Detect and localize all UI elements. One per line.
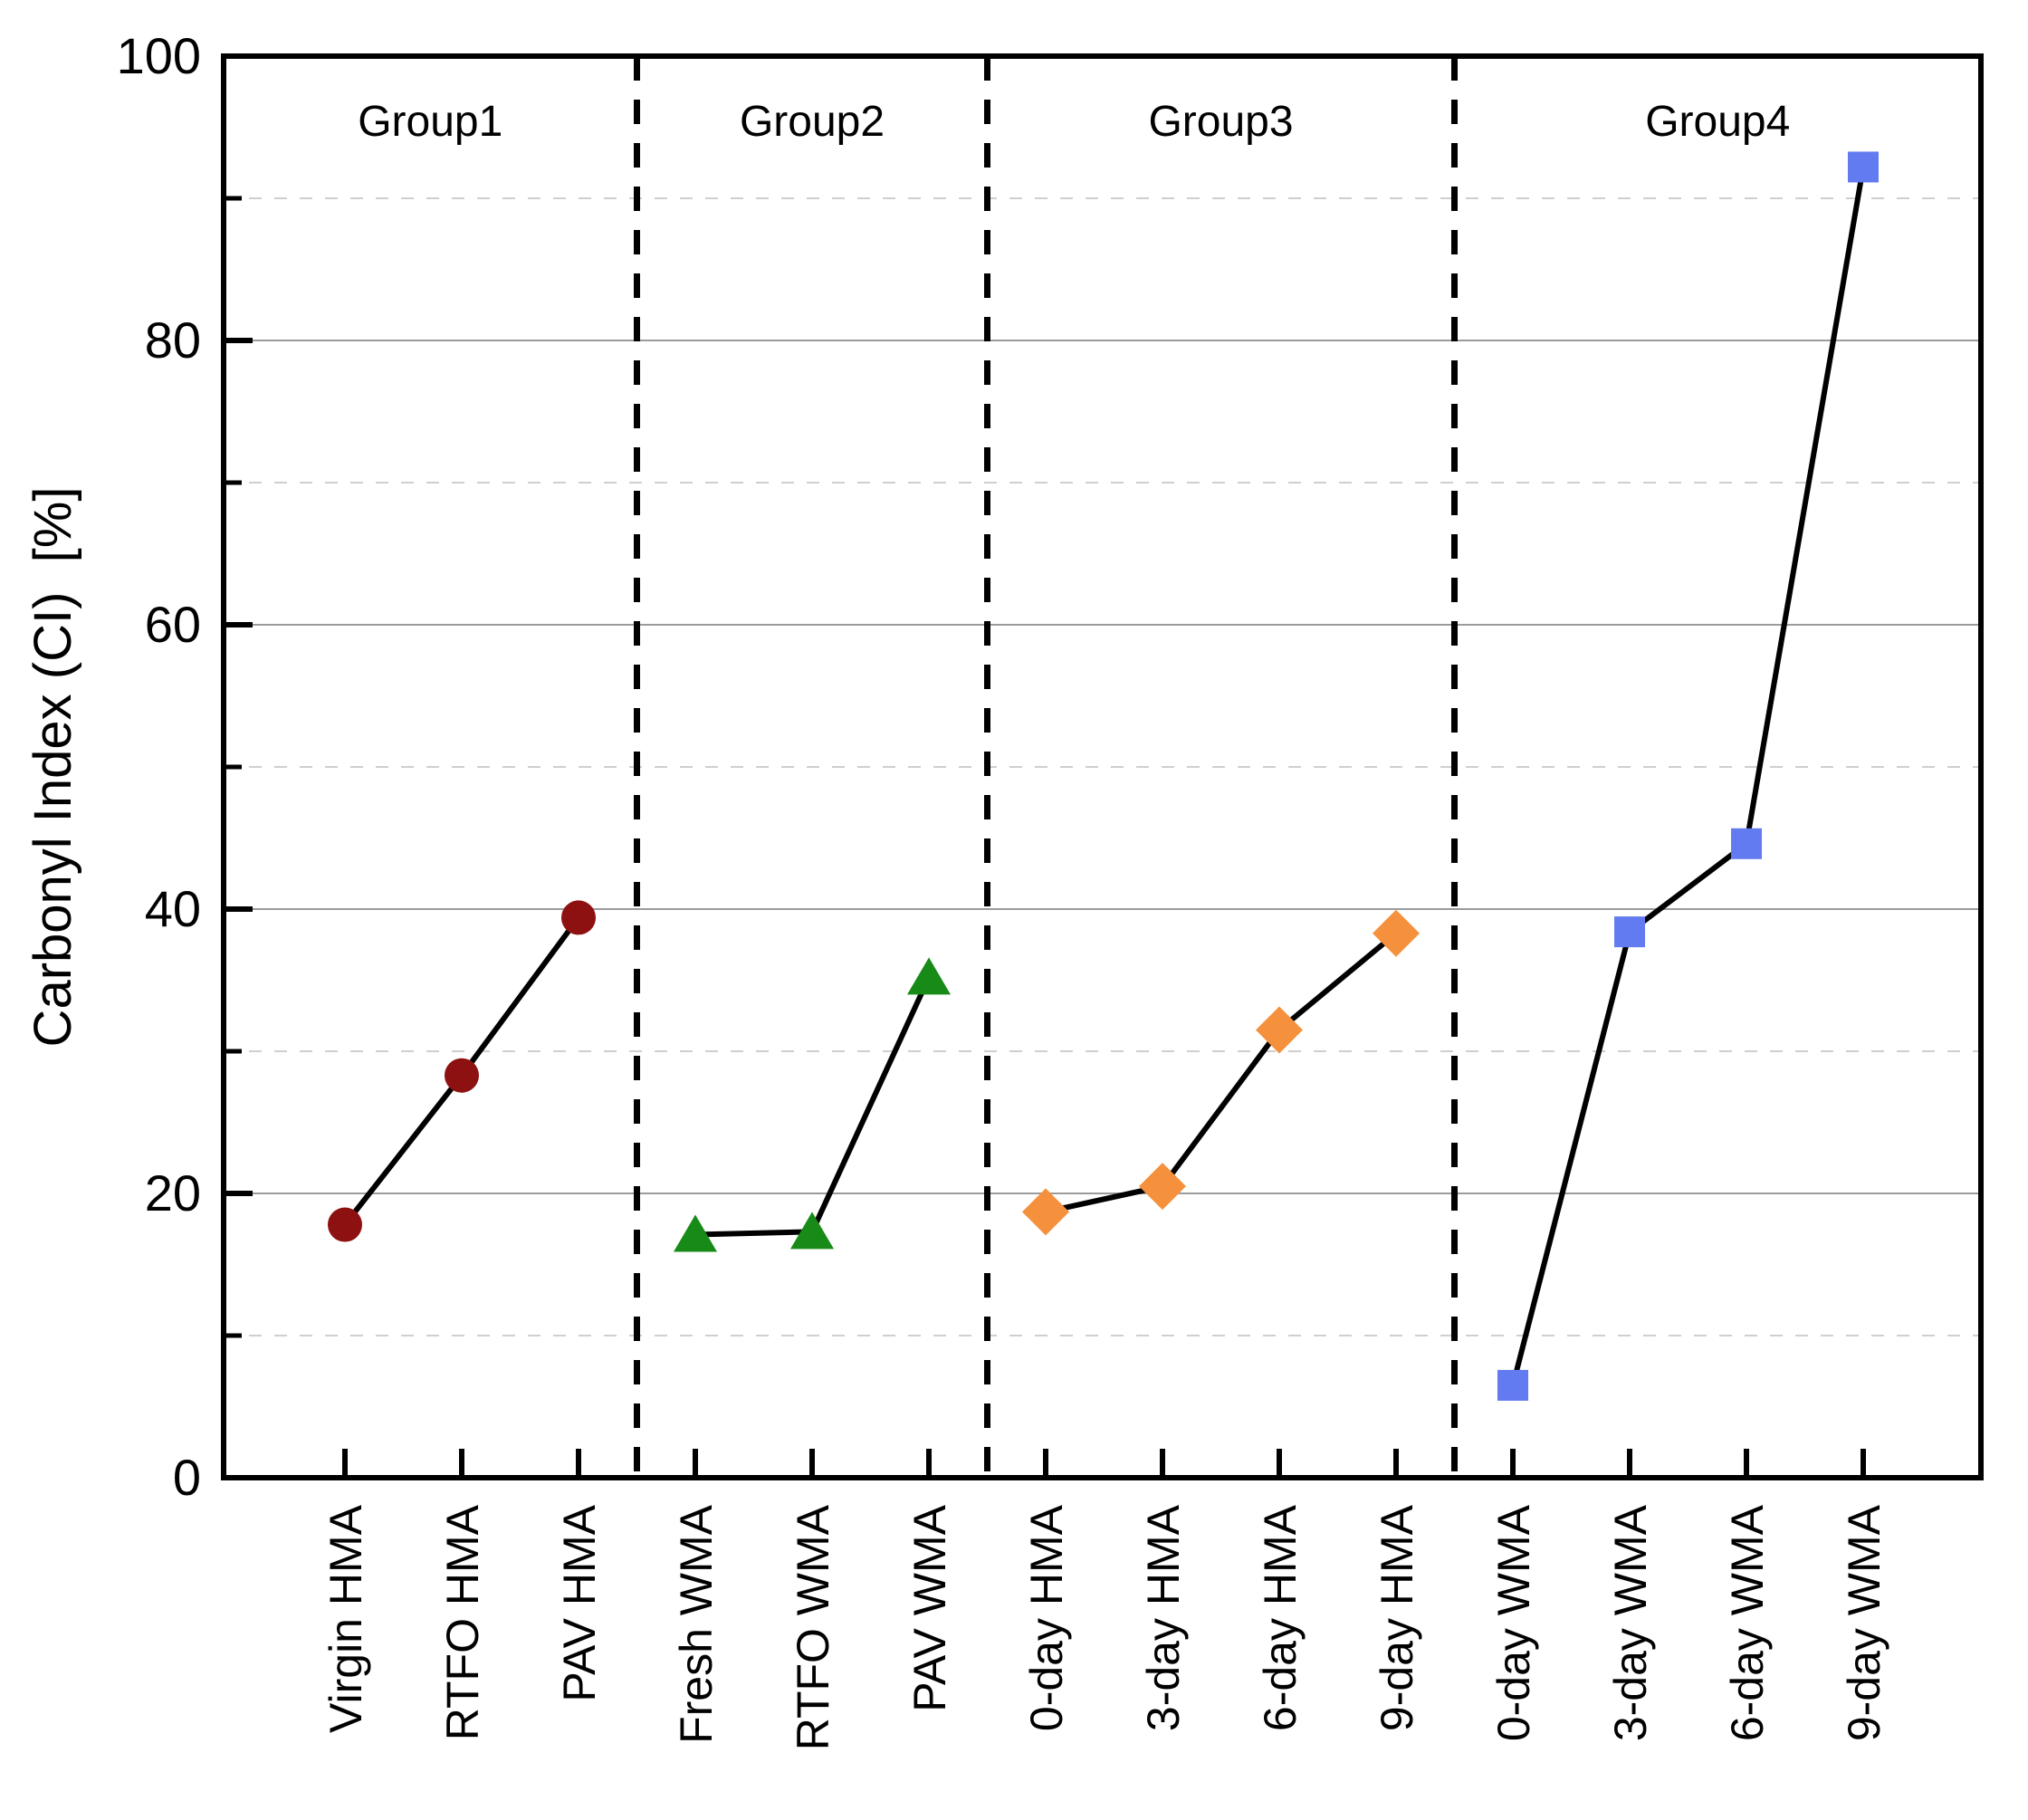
- x-category-label: 3-day WMA: [1605, 1504, 1656, 1741]
- y-tick-label: 80: [145, 311, 201, 369]
- group-label: Group4: [1645, 98, 1790, 146]
- data-point-marker: [1848, 151, 1879, 183]
- series-line: [1045, 931, 1398, 1215]
- y-tick-label: 60: [145, 596, 201, 653]
- data-point-marker: [445, 1058, 479, 1093]
- data-point-marker: [1614, 916, 1645, 948]
- group-separators-layer: [634, 56, 1458, 1478]
- data-point-marker: [328, 1207, 362, 1242]
- group-label: Group2: [740, 98, 885, 146]
- data-point-marker: [1256, 1006, 1303, 1054]
- y-tick-label: 100: [117, 27, 201, 84]
- x-category-label: 9-day HMA: [1372, 1504, 1422, 1731]
- gridlines-layer: [224, 197, 1981, 1336]
- group-label: Group3: [1148, 98, 1293, 146]
- labels-layer: Group1 Group2 Group3 Group4 0 20 40 60 80 100 Virg…: [117, 27, 1889, 1750]
- x-category-label: 0-day WMA: [1488, 1504, 1539, 1741]
- series-layer: [328, 151, 1879, 1401]
- data-point-marker: [907, 957, 951, 995]
- x-category-label: 6-day WMA: [1722, 1504, 1773, 1741]
- x-category-label: 0-day HMA: [1021, 1504, 1072, 1731]
- data-point-marker: [1139, 1163, 1186, 1211]
- y-tick-label: 40: [145, 880, 201, 937]
- data-point-marker: [1373, 909, 1420, 957]
- y-tick-label: 20: [145, 1164, 201, 1221]
- data-point-marker: [1022, 1188, 1069, 1236]
- x-category-label: PAV WMA: [904, 1504, 955, 1711]
- y-tick-label: 0: [173, 1449, 201, 1506]
- data-point-marker: [561, 900, 596, 935]
- x-category-label: PAV HMA: [554, 1504, 605, 1701]
- x-category-label: Fresh WMA: [671, 1504, 722, 1744]
- series-line: [1510, 166, 1866, 1386]
- x-category-label: RTFO HMA: [437, 1504, 488, 1740]
- series-line: [694, 976, 932, 1238]
- group-label: Group1: [358, 98, 502, 146]
- x-category-label: RTFO WMA: [788, 1504, 838, 1750]
- x-category-label: 9-day WMA: [1839, 1504, 1889, 1741]
- x-category-label: 3-day HMA: [1138, 1504, 1189, 1731]
- data-point-marker: [790, 1212, 834, 1250]
- axes-frame-layer: [221, 53, 1984, 1480]
- x-category-label: 6-day HMA: [1255, 1504, 1306, 1731]
- data-point-marker: [1731, 828, 1762, 859]
- x-category-label: Virgin HMA: [320, 1504, 371, 1733]
- y-axis-title: Carbonyl Index (CI) [%]: [24, 487, 82, 1048]
- data-point-marker: [674, 1214, 717, 1252]
- data-point-marker: [1497, 1369, 1528, 1401]
